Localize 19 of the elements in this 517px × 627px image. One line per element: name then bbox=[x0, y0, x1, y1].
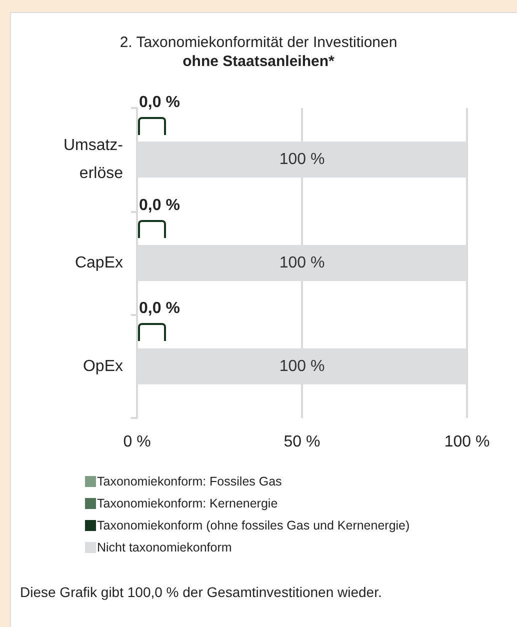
y-tick-label: CapEx bbox=[74, 254, 123, 272]
x-tick-label: 0 % bbox=[123, 434, 151, 450]
x-tick-label: 100 % bbox=[444, 434, 490, 450]
data-label: 100 % bbox=[279, 254, 325, 272]
data-label: 100 % bbox=[279, 358, 325, 375]
annotation: 0,0 % bbox=[139, 94, 180, 112]
y-tick-label: OpEx bbox=[82, 358, 123, 375]
annotation: 0,0 % bbox=[139, 197, 180, 215]
annotation: 0,0 % bbox=[139, 300, 180, 318]
legend-label: Taxonomiekonform (ohne fossiles Gas und Kernenergie) bbox=[97, 518, 410, 532]
chart-title: 2. Taxonomiekonformität der Investitionen bbox=[120, 34, 398, 51]
text: Diese Grafik gibt 100,0 % der Gesamtinvestitionen wieder. bbox=[20, 584, 382, 600]
legend-label: Nicht taxonomiekonform bbox=[97, 540, 232, 554]
x-tick-label: 50 % bbox=[284, 434, 320, 450]
legend-label: Taxonomiekonform: Fossiles Gas bbox=[97, 474, 282, 488]
data-label: 100 % bbox=[279, 151, 325, 168]
chart-subtitle: ohne Staatsanleihen* bbox=[182, 53, 335, 70]
y-tick-label: Umsatz- erlöse bbox=[63, 137, 124, 182]
legend-label: Taxonomiekonform: Kernenergie bbox=[97, 496, 278, 510]
